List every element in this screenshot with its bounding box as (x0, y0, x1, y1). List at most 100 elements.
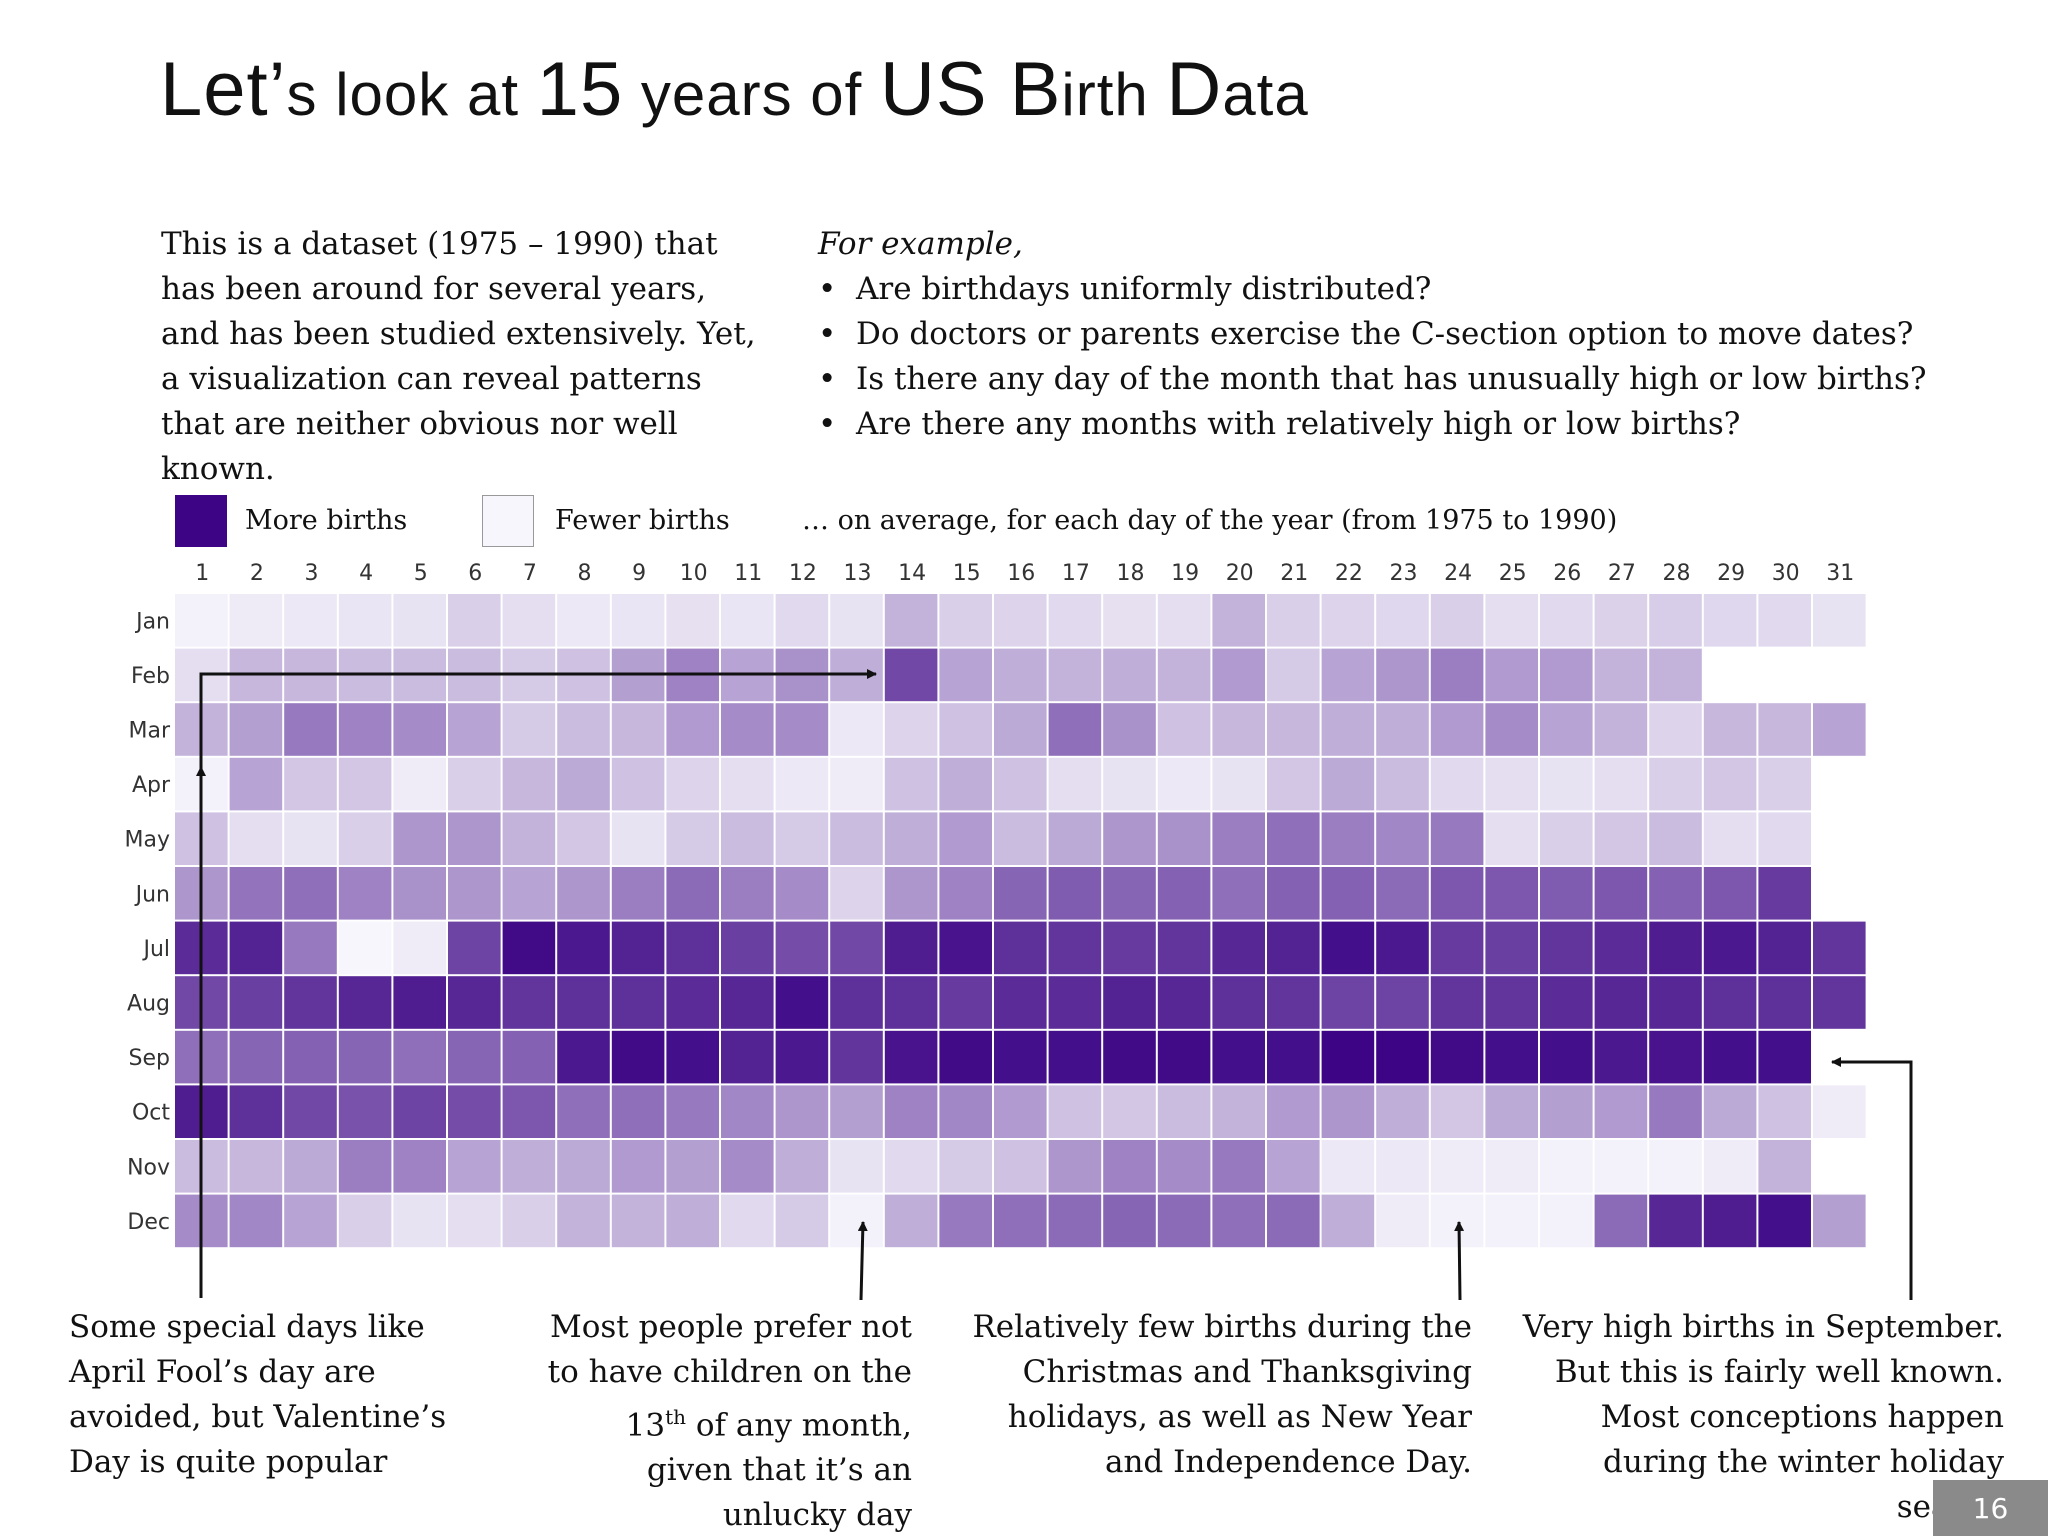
heatmap-cell-feb-21 (1267, 648, 1320, 702)
heatmap-cell-mar-27 (1594, 703, 1648, 756)
heatmap-cell-nov-28 (1649, 1140, 1702, 1193)
heatmap-cell-nov-7 (502, 1140, 556, 1193)
heatmap-cell-apr-10 (666, 757, 719, 811)
heatmap-cell-sep-22 (1321, 1030, 1375, 1084)
heatmap-cell-jul-26 (1540, 921, 1593, 975)
example-question: Is there any day of the month that has u… (818, 357, 2018, 402)
heatmap-cell-nov-30 (1758, 1140, 1811, 1193)
heatmap-cell-aug-12 (775, 976, 829, 1029)
heatmap-cell-jun-21 (1267, 867, 1320, 920)
heatmap-cell-aug-2 (229, 976, 283, 1029)
heatmap-cell-feb-17 (1048, 648, 1102, 702)
heatmap-cell-sep-16 (994, 1030, 1047, 1084)
heatmap-cell-aug-7 (502, 976, 556, 1029)
heatmap-cell-mar-24 (1430, 703, 1484, 756)
heatmap-cell-mar-6 (448, 703, 501, 756)
heatmap-cell-oct-23 (1376, 1085, 1429, 1138)
heatmap-cell-dec-24 (1430, 1194, 1484, 1248)
heatmap-cell-sep-14 (884, 1030, 938, 1084)
heatmap-cell-oct-9 (611, 1085, 665, 1138)
heatmap-cell-may-21 (1267, 812, 1320, 865)
heatmap-cell-mar-15 (939, 703, 992, 756)
heatmap-cell-sep-18 (1103, 1030, 1156, 1084)
heatmap-cell-nov-22 (1321, 1140, 1375, 1193)
heatmap-cell-may-20 (1212, 812, 1265, 865)
heatmap-cell-jan-11 (721, 594, 774, 647)
month-tick-label: Mar (128, 719, 170, 744)
heatmap-cell-feb-26 (1540, 648, 1593, 702)
heatmap-cell-jun-26 (1540, 867, 1593, 920)
heatmap-cell-dec-28 (1649, 1194, 1702, 1248)
heatmap-cell-jun-8 (557, 867, 610, 920)
heatmap-cell-jan-2 (229, 594, 283, 647)
heatmap-cell-may-22 (1321, 812, 1375, 865)
heatmap-cell-sep-17 (1048, 1030, 1102, 1084)
heatmap-cell-apr-16 (994, 757, 1047, 811)
heatmap-cell-nov-5 (393, 1140, 446, 1193)
heatmap-cell-jan-25 (1485, 594, 1538, 647)
day-tick-label: 10 (680, 561, 708, 586)
heatmap-cell-mar-9 (611, 703, 665, 756)
special-days-note: Some special days like April Fool’s day … (69, 1309, 447, 1480)
heatmap-cell-apr-12 (775, 757, 829, 811)
month-tick-label: May (125, 828, 170, 853)
heatmap-cell-apr-30 (1758, 757, 1811, 811)
heatmap-cell-nov-19 (1157, 1140, 1211, 1193)
heatmap-cell-aug-8 (557, 976, 610, 1029)
heatmap-cell-nov-3 (284, 1140, 337, 1193)
heatmap-cell-nov-29 (1703, 1140, 1757, 1193)
heatmap-cell-jan-16 (994, 594, 1047, 647)
heatmap-cell-aug-20 (1212, 976, 1265, 1029)
heatmap-cell-jun-12 (775, 867, 829, 920)
heatmap-cell-aug-28 (1649, 976, 1702, 1029)
heatmap-cell-jan-4 (338, 594, 392, 647)
heatmap-cell-jun-29 (1703, 867, 1757, 920)
month-tick-label: Dec (127, 1210, 170, 1235)
heatmap-cell-dec-13 (830, 1194, 883, 1248)
heatmap-cell-feb-18 (1103, 648, 1156, 702)
day-tick-label: 22 (1335, 561, 1363, 586)
day-tick-label: 28 (1663, 561, 1691, 586)
september-note: Very high births in September. But this … (1522, 1309, 2004, 1525)
heatmap-cell-sep-29 (1703, 1030, 1757, 1084)
heatmap-cell-oct-6 (448, 1085, 501, 1138)
heatmap-cell-jul-23 (1376, 921, 1429, 975)
day-tick-label: 31 (1826, 561, 1854, 586)
month-tick-label: Jul (141, 937, 170, 962)
heatmap-cell-aug-26 (1540, 976, 1593, 1029)
heatmap-cell-aug-4 (338, 976, 392, 1029)
heatmap-cell-mar-23 (1376, 703, 1429, 756)
heatmap-cell-sep-15 (939, 1030, 992, 1084)
heatmap-cell-dec-9 (611, 1194, 665, 1248)
heatmap-cell-dec-19 (1157, 1194, 1211, 1248)
heatmap-cell-apr-3 (284, 757, 337, 811)
heatmap-cell-oct-13 (830, 1085, 883, 1138)
day-tick-label: 16 (1007, 561, 1035, 586)
heatmap-cell-may-2 (229, 812, 283, 865)
heatmap-cell-dec-21 (1267, 1194, 1320, 1248)
heatmap-cell-aug-16 (994, 976, 1047, 1029)
heatmap-cell-jan-8 (557, 594, 610, 647)
heatmap-cell-apr-8 (557, 757, 610, 811)
heatmap-cell-aug-14 (884, 976, 938, 1029)
heatmap-cell-dec-22 (1321, 1194, 1375, 1248)
heatmap-cell-jul-9 (611, 921, 665, 975)
heatmap-cell-oct-19 (1157, 1085, 1211, 1138)
heatmap-cell-mar-17 (1048, 703, 1102, 756)
heatmap-cell-dec-18 (1103, 1194, 1156, 1248)
day-tick-label: 19 (1171, 561, 1199, 586)
day-tick-label: 29 (1717, 561, 1745, 586)
heatmap-cell-may-28 (1649, 812, 1702, 865)
heatmap-cell-may-4 (338, 812, 392, 865)
heatmap-cell-jun-4 (338, 867, 392, 920)
heatmap-cell-oct-4 (338, 1085, 392, 1138)
heatmap-cell-jun-15 (939, 867, 992, 920)
page-number: 16 (1933, 1480, 2048, 1536)
heatmap-cell-nov-14 (884, 1140, 938, 1193)
heatmap-cell-jul-29 (1703, 921, 1757, 975)
slide-title: Let’s look at 15 years of US Birth Data (160, 47, 1309, 132)
heatmap-cell-nov-26 (1540, 1140, 1593, 1193)
thirteenth-note: Most people prefer not to have children … (547, 1309, 912, 1534)
heatmap-cell-aug-13 (830, 976, 883, 1029)
